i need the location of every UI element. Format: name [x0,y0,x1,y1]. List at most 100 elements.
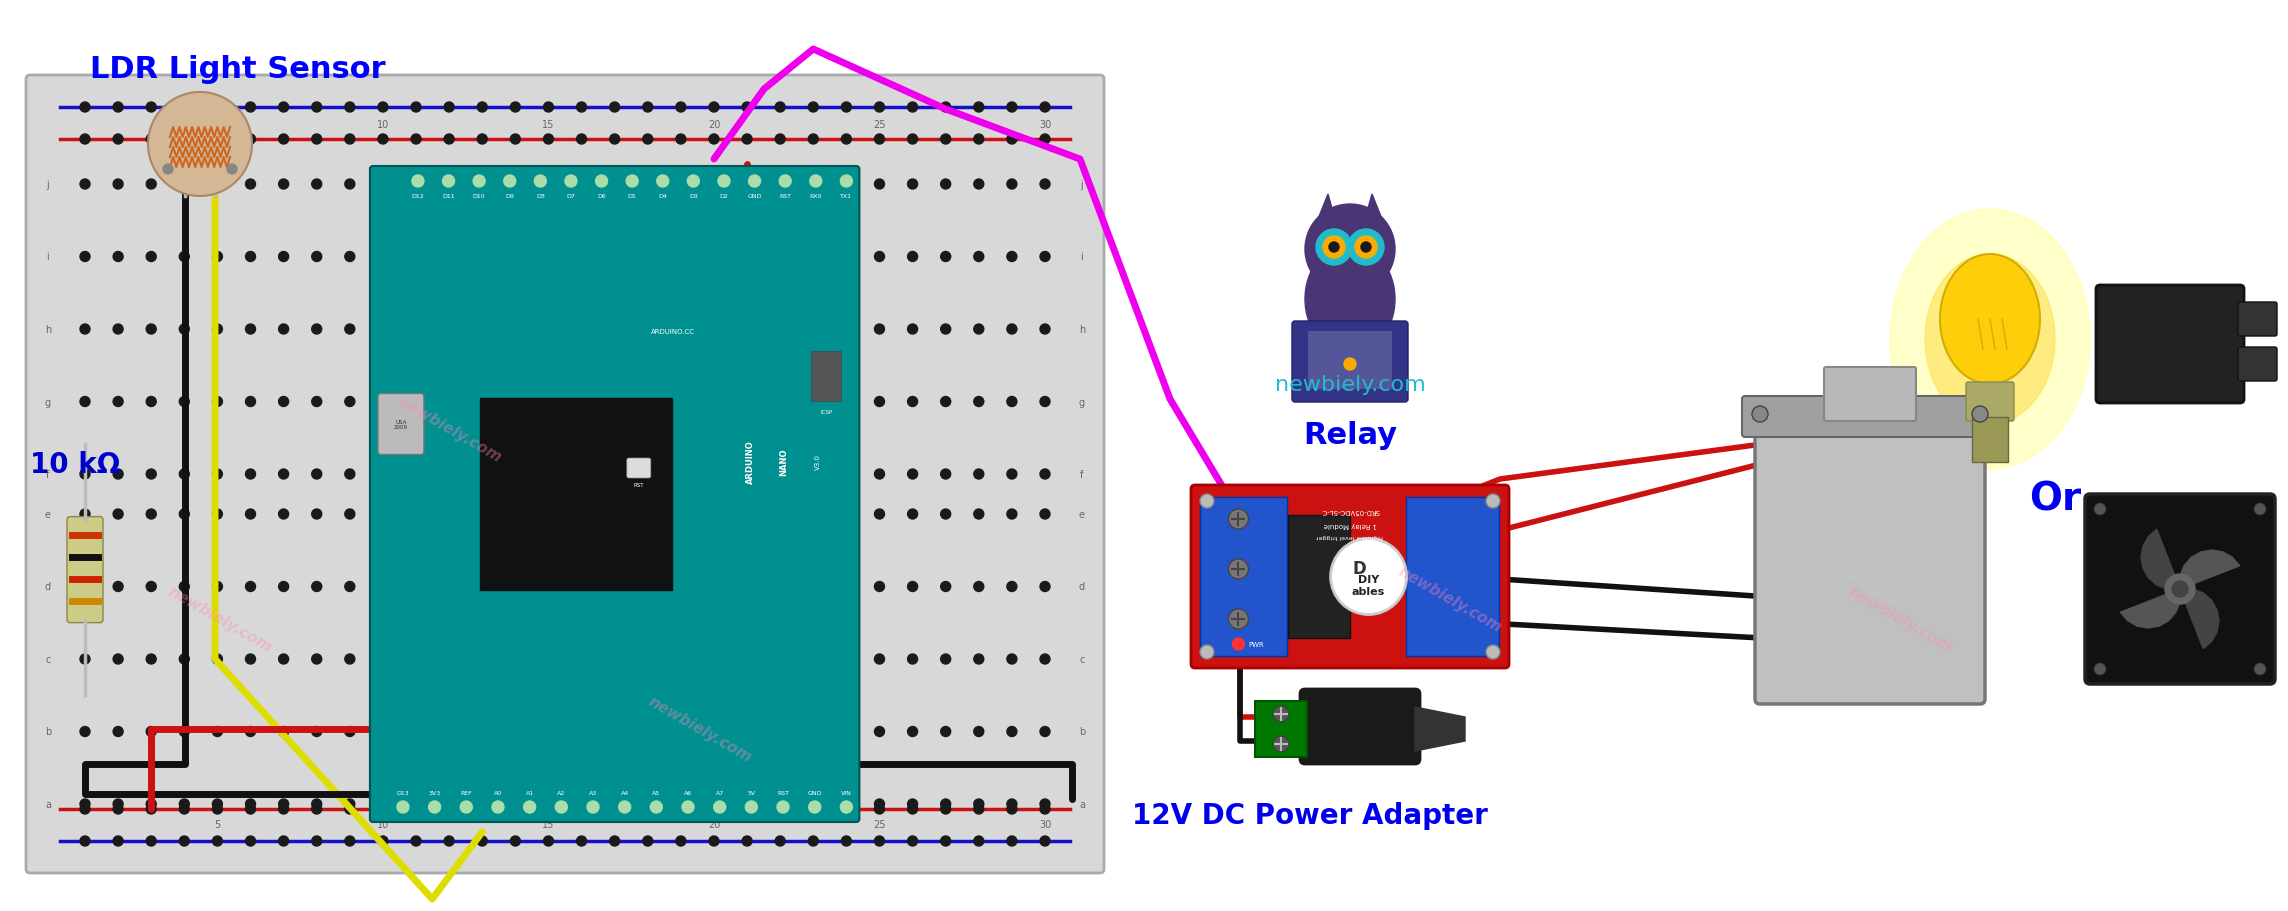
Circle shape [213,727,222,737]
Circle shape [609,582,620,592]
Circle shape [345,509,355,519]
Circle shape [908,836,917,846]
Circle shape [675,727,686,737]
Text: ARDUINO.CC: ARDUINO.CC [650,329,696,335]
Circle shape [510,799,519,809]
Text: newbiely.com: newbiely.com [1835,564,1906,610]
Circle shape [80,836,89,846]
Circle shape [609,836,620,846]
Circle shape [908,179,917,189]
Circle shape [112,179,124,189]
FancyBboxPatch shape [2084,495,2274,684]
Circle shape [675,836,686,846]
Circle shape [112,469,124,479]
Circle shape [545,804,554,814]
Circle shape [412,509,421,519]
Circle shape [112,582,124,592]
Circle shape [1007,324,1016,334]
Circle shape [311,582,323,592]
Circle shape [741,509,753,519]
Text: e: e [46,509,50,519]
Circle shape [80,135,89,145]
Circle shape [741,582,753,592]
Circle shape [311,397,323,407]
Text: D13: D13 [396,790,410,795]
Circle shape [778,801,789,814]
Circle shape [444,397,453,407]
Circle shape [643,804,652,814]
FancyBboxPatch shape [1288,516,1350,638]
Circle shape [675,179,686,189]
Text: NANO: NANO [780,448,789,476]
Circle shape [709,324,718,334]
Circle shape [378,804,389,814]
Text: V3.0: V3.0 [815,454,821,470]
Circle shape [1041,799,1050,809]
Circle shape [842,727,851,737]
Circle shape [975,727,984,737]
Circle shape [146,509,156,519]
Circle shape [227,165,238,175]
Circle shape [444,469,453,479]
Circle shape [178,469,190,479]
Circle shape [178,324,190,334]
Circle shape [279,727,288,737]
Circle shape [1041,582,1050,592]
Circle shape [378,799,389,809]
Circle shape [1354,237,1377,259]
Circle shape [975,252,984,262]
Circle shape [510,469,519,479]
Circle shape [444,799,453,809]
Circle shape [643,836,652,846]
Text: D12: D12 [412,194,423,199]
Circle shape [524,801,535,814]
Circle shape [840,801,853,814]
Circle shape [577,509,586,519]
FancyBboxPatch shape [66,517,103,623]
Circle shape [213,324,222,334]
Circle shape [657,176,668,188]
Circle shape [741,103,753,113]
Circle shape [709,836,718,846]
Circle shape [675,324,686,334]
Text: D6: D6 [597,194,606,199]
Circle shape [1007,727,1016,737]
Text: D9: D9 [506,194,515,199]
Circle shape [686,176,700,188]
Circle shape [279,836,288,846]
Text: 1 Relay Module: 1 Relay Module [1322,521,1377,527]
Circle shape [311,324,323,334]
Circle shape [112,836,124,846]
Text: newbiely.com: newbiely.com [396,394,503,466]
Circle shape [478,654,487,664]
Circle shape [643,252,652,262]
Circle shape [675,252,686,262]
Text: high/low level trigger: high/low level trigger [1316,534,1384,538]
Circle shape [345,103,355,113]
FancyBboxPatch shape [25,76,1105,873]
Circle shape [311,509,323,519]
Circle shape [378,103,389,113]
Circle shape [545,654,554,664]
Circle shape [874,397,885,407]
Circle shape [908,654,917,664]
Circle shape [112,799,124,809]
Circle shape [444,103,453,113]
Circle shape [874,509,885,519]
Circle shape [80,727,89,737]
Circle shape [643,103,652,113]
Circle shape [577,135,586,145]
Circle shape [609,135,620,145]
Circle shape [478,135,487,145]
Circle shape [1041,252,1050,262]
Text: f: f [46,469,50,479]
Circle shape [1343,359,1357,371]
Circle shape [1485,495,1501,508]
Circle shape [975,179,984,189]
Circle shape [345,582,355,592]
Circle shape [149,93,252,197]
Circle shape [412,252,421,262]
Circle shape [279,469,288,479]
Circle shape [245,469,256,479]
Text: RX0: RX0 [810,194,821,199]
